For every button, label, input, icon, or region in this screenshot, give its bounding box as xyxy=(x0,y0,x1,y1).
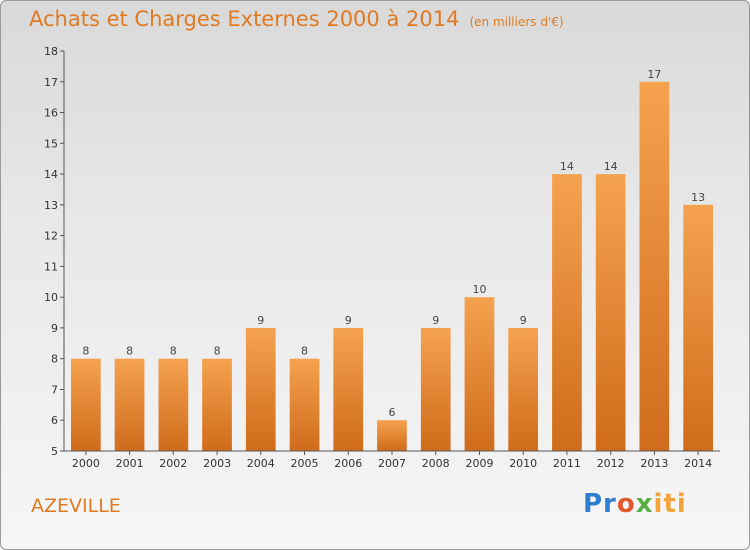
bars-group: 8 8 8 8 9 8 9 6 9 10 9 14 14 17 13 xyxy=(71,68,713,452)
value-label-2001: 8 xyxy=(126,345,133,358)
y-tick-label-11: 11 xyxy=(44,260,58,273)
x-tick-label-2006: 2006 xyxy=(334,457,362,470)
x-tick-label-2003: 2003 xyxy=(203,457,231,470)
logo-part-3: x xyxy=(635,489,654,519)
logo-part-4: iti xyxy=(653,489,687,519)
bar-2000 xyxy=(71,358,101,451)
value-label-2007: 6 xyxy=(389,406,396,419)
y-tick-label-15: 15 xyxy=(44,137,58,150)
bar-2011 xyxy=(552,174,582,451)
y-tick-label-6: 6 xyxy=(51,414,58,427)
x-tick-label-2002: 2002 xyxy=(159,457,187,470)
x-tick-label-2014: 2014 xyxy=(684,457,712,470)
x-tick-label-2008: 2008 xyxy=(422,457,450,470)
chart-subtitle: (en milliers d'€) xyxy=(469,15,564,29)
y-tick-label-14: 14 xyxy=(44,168,58,181)
y-tick-label-7: 7 xyxy=(51,384,58,397)
proxiti-logo: Proxiti xyxy=(583,489,687,519)
value-label-2004: 9 xyxy=(257,314,264,327)
y-tick-label-12: 12 xyxy=(44,230,58,243)
value-label-2012: 14 xyxy=(604,160,618,173)
axes-group: 2000 2001 2002 2003 2004 2005 2006 2007 2008 2009… xyxy=(44,45,720,470)
y-tick-label-8: 8 xyxy=(51,353,58,366)
x-tick-label-2000: 2000 xyxy=(72,457,100,470)
logo-part-1: Pr xyxy=(583,489,617,519)
bar-2003 xyxy=(202,358,232,451)
x-tick-label-2009: 2009 xyxy=(466,457,494,470)
bar-2013 xyxy=(639,81,670,452)
value-label-2000: 8 xyxy=(82,345,89,358)
bar-2001 xyxy=(114,358,145,451)
y-tick-label-9: 9 xyxy=(51,322,58,335)
bar-2009 xyxy=(464,297,495,451)
x-tick-label-2004: 2004 xyxy=(247,457,275,470)
bar-2006 xyxy=(333,327,364,451)
chart-title: Achats et Charges Externes 2000 à 2014 (e… xyxy=(29,7,564,31)
y-tick-label-10: 10 xyxy=(44,291,58,304)
x-tick-label-2005: 2005 xyxy=(291,457,319,470)
x-tick-label-2012: 2012 xyxy=(597,457,625,470)
x-tick-label-2011: 2011 xyxy=(553,457,581,470)
y-tick-label-13: 13 xyxy=(44,199,58,212)
bar-2007 xyxy=(377,420,407,451)
y-tick-label-18: 18 xyxy=(44,45,58,58)
x-tick-label-2001: 2001 xyxy=(116,457,144,470)
value-label-2009: 10 xyxy=(473,283,487,296)
value-label-2003: 8 xyxy=(214,345,221,358)
bar-2012 xyxy=(595,174,626,451)
value-label-2005: 8 xyxy=(301,345,308,358)
value-label-2006: 9 xyxy=(345,314,352,327)
x-tick-label-2010: 2010 xyxy=(509,457,537,470)
y-tick-label-17: 17 xyxy=(44,76,58,89)
bar-2010 xyxy=(508,327,538,451)
y-tick-label-16: 16 xyxy=(44,107,58,120)
logo-part-2: o xyxy=(616,489,636,519)
x-tick-label-2007: 2007 xyxy=(378,457,406,470)
value-label-2011: 14 xyxy=(560,160,574,173)
value-label-2010: 9 xyxy=(520,314,527,327)
bar-2002 xyxy=(158,358,189,451)
bar-2008 xyxy=(420,327,451,451)
bar-2014 xyxy=(683,204,713,451)
x-tick-label-2013: 2013 xyxy=(640,457,668,470)
value-label-2013: 17 xyxy=(647,68,661,81)
value-label-2008: 9 xyxy=(432,314,439,327)
chart-title-text: Achats et Charges Externes 2000 à 2014 xyxy=(29,7,460,31)
value-label-2002: 8 xyxy=(170,345,177,358)
bar-2004 xyxy=(245,327,276,451)
town-name: AZEVILLE xyxy=(31,495,121,517)
bar-2005 xyxy=(289,358,320,451)
value-label-2014: 13 xyxy=(691,191,705,204)
y-tick-label-5: 5 xyxy=(51,445,58,458)
